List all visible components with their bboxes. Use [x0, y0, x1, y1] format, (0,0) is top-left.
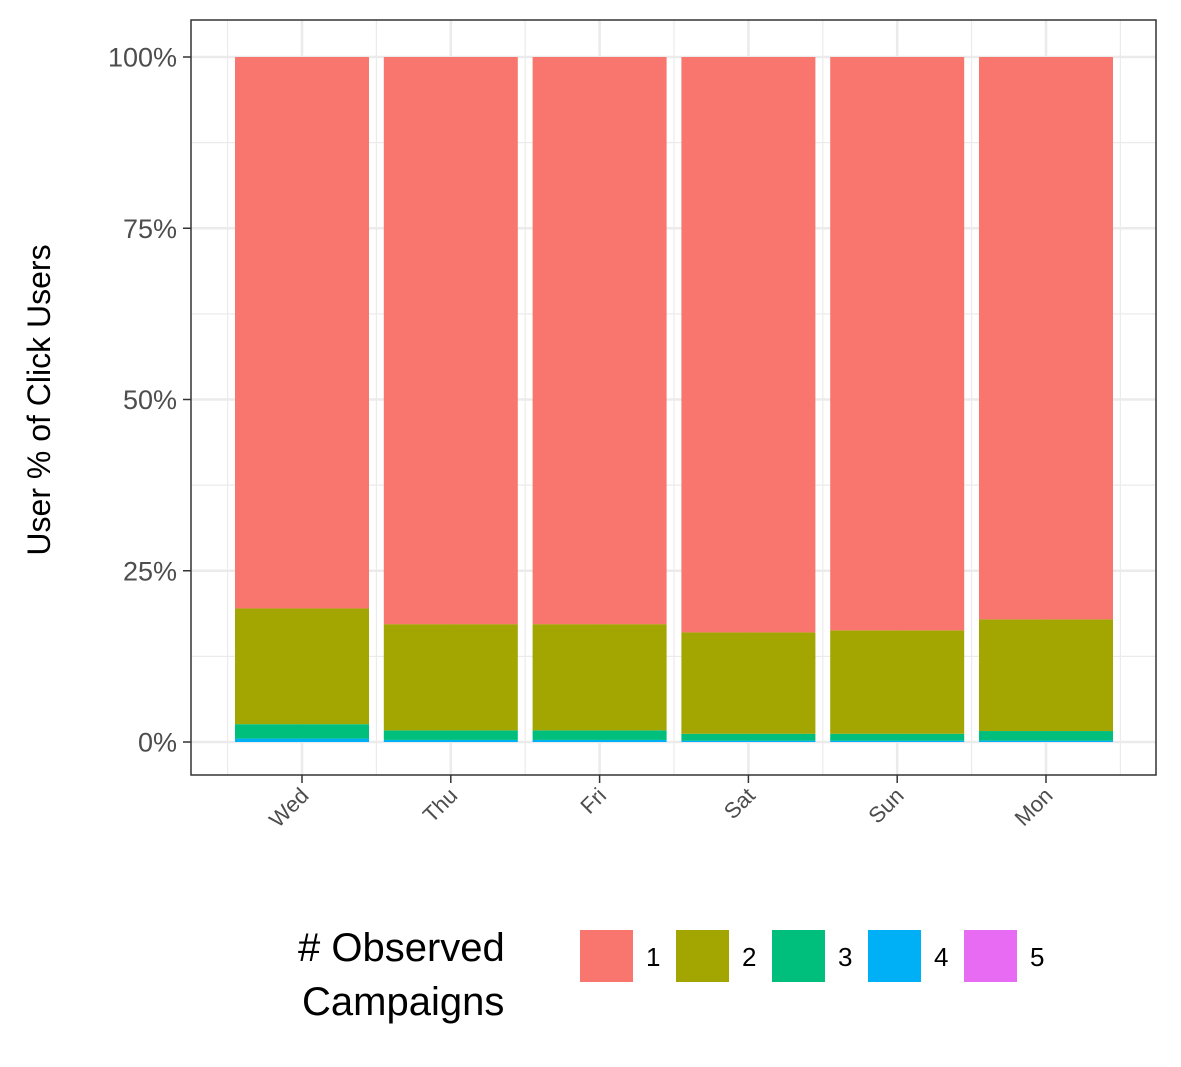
legend-swatch [580, 930, 633, 982]
y-axis: 0% 25% 50% 75% 100% [108, 43, 191, 758]
bar-segment-wed-series-1 [235, 57, 369, 609]
x-tick-label-sat: Sat [719, 783, 760, 824]
bar-segment-mon-series-3 [979, 731, 1113, 741]
bar-segment-thu-series-1 [383, 57, 518, 625]
y-tick-label: 25% [123, 556, 177, 586]
bar-segment-fri-series-3 [532, 730, 667, 740]
x-tick-label-mon: Mon [1010, 783, 1058, 831]
bar-segment-fri-series-1 [532, 57, 667, 625]
bar-stack-fri [532, 57, 667, 742]
y-axis-title: User % of Click Users [21, 244, 57, 555]
bar-segment-sat-series-3 [681, 733, 816, 741]
bar-segment-wed-series-2 [235, 608, 369, 725]
bar-segment-fri-series-2 [532, 624, 667, 731]
x-tick-label-sun: Sun [863, 783, 908, 828]
bar-stack-sun [830, 57, 965, 742]
bar-stack-mon [979, 57, 1113, 742]
bar-stacks [235, 57, 1113, 742]
legend-swatch [772, 930, 825, 982]
panel-border [190, 19, 1157, 776]
legend-items: 1 2 3 4 5 [580, 930, 1044, 982]
bar-segment-sun-series-4 [830, 740, 965, 742]
legend-label: 1 [646, 942, 660, 972]
bar-segment-sat-series-2 [681, 632, 816, 734]
bar-segment-wed-series-3 [235, 724, 369, 739]
legend-item-1: 1 [580, 930, 660, 982]
bar-segment-sun-series-2 [830, 630, 965, 734]
bar-segment-mon-series-2 [979, 619, 1113, 732]
legend-title-line-2: Campaigns [302, 980, 504, 1024]
x-tick-label-thu: Thu [418, 783, 462, 827]
legend-label: 5 [1030, 942, 1044, 972]
legend-swatch [676, 930, 729, 982]
y-tick-label: 50% [123, 385, 177, 415]
legend: # Observed Campaigns 1 2 3 4 5 [298, 926, 1044, 1024]
bar-segment-thu-series-4 [383, 739, 518, 742]
bar-stack-thu [383, 57, 518, 742]
legend-label: 3 [838, 942, 852, 972]
legend-swatch [964, 930, 1017, 982]
bar-stack-sat [681, 57, 816, 742]
bar-segment-thu-series-2 [383, 624, 518, 731]
bar-segment-wed-series-4 [235, 738, 369, 742]
bar-segment-sun-series-3 [830, 733, 965, 741]
bar-segment-sat-series-1 [681, 57, 816, 633]
x-tick-label-wed: Wed [264, 783, 313, 832]
y-tick-label: 0% [138, 728, 177, 758]
y-tick-label: 75% [123, 214, 177, 244]
legend-swatch [868, 930, 921, 982]
legend-item-3: 3 [772, 930, 852, 982]
legend-item-2: 2 [676, 930, 756, 982]
bar-segment-mon-series-4 [979, 740, 1113, 742]
legend-label: 2 [742, 942, 756, 972]
legend-item-4: 4 [868, 930, 948, 982]
bar-segment-mon-series-1 [979, 57, 1113, 620]
x-tick-label-fri: Fri [575, 783, 611, 819]
bar-segment-sat-series-4 [681, 740, 816, 742]
bar-segment-fri-series-4 [532, 739, 667, 742]
x-axis: Wed Thu Fri Sat Sun Mon [264, 775, 1058, 832]
legend-title-line-1: # Observed [298, 926, 505, 970]
legend-item-5: 5 [964, 930, 1044, 982]
y-tick-label: 100% [108, 43, 177, 73]
bar-segment-thu-series-3 [383, 730, 518, 740]
legend-label: 4 [934, 942, 948, 972]
bar-stack-wed [235, 57, 369, 742]
bar-segment-sun-series-1 [830, 57, 965, 631]
